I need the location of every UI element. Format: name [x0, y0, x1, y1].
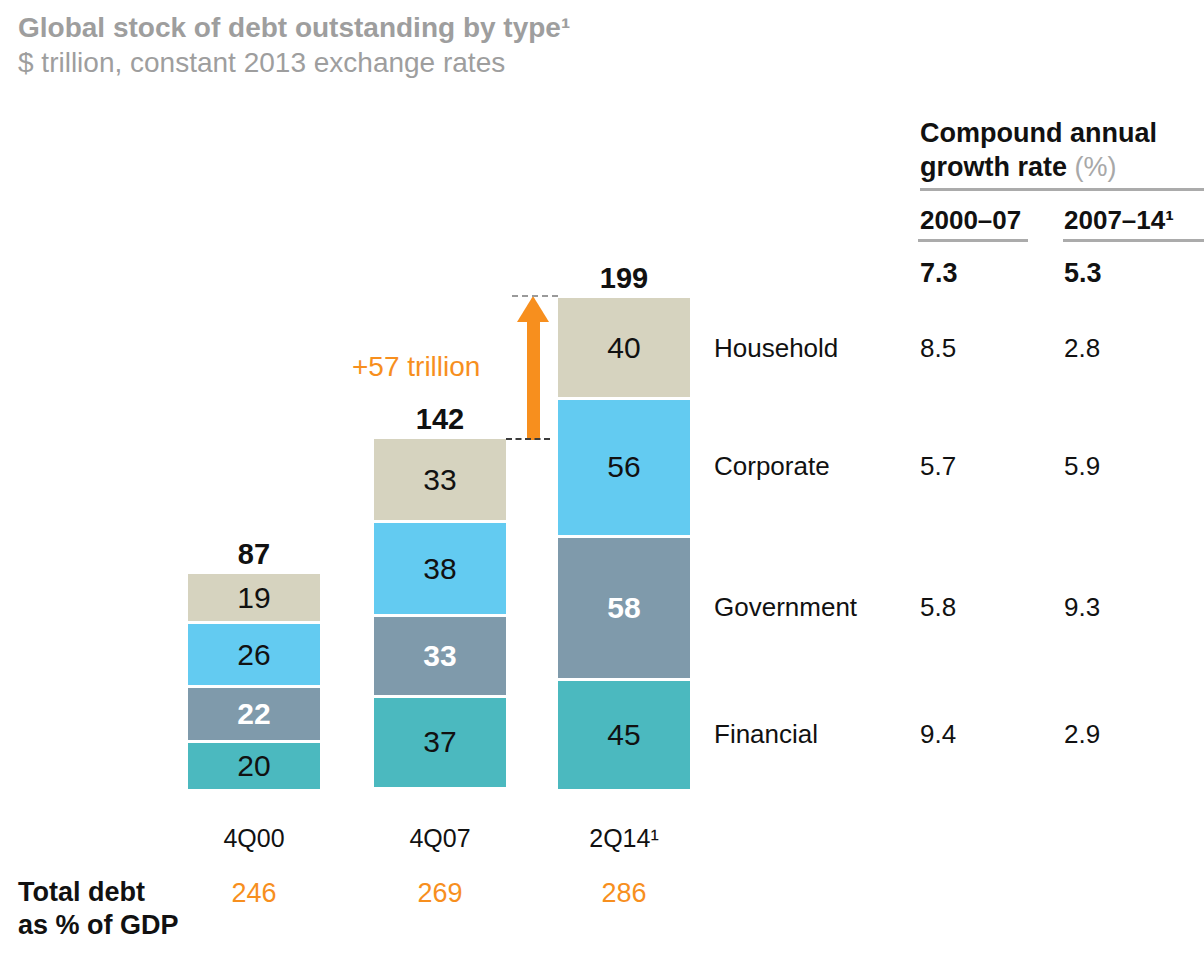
cagr-2000-07-household: 8.5 — [920, 332, 956, 364]
bar-total-label: 199 — [558, 262, 690, 295]
bar-segment-household: 40 — [558, 298, 690, 397]
cagr-2007-14-corporate: 5.9 — [1064, 450, 1100, 482]
cagr-column-2000-07: 2000–07 — [920, 205, 1021, 236]
cagr-2000-07-government: 5.8 — [920, 591, 956, 623]
cagr-total-2000-07: 7.3 — [920, 258, 958, 289]
bar-segment-financial: 37 — [374, 695, 506, 786]
total-debt-gdp-value: 269 — [374, 878, 506, 909]
cagr-2007-14-government: 9.3 — [1064, 591, 1100, 623]
axis-label: 4Q00 — [188, 824, 320, 853]
total-debt-gdp-value: 246 — [188, 878, 320, 909]
cagr-total-2007-14: 5.3 — [1064, 258, 1102, 289]
stacked-bar: 33383337 — [374, 439, 506, 789]
stacked-bar: 19262220 — [188, 574, 320, 789]
bar-segment-corporate: 38 — [374, 520, 506, 614]
total-debt-gdp-label-line2: as % of GDP — [18, 909, 179, 942]
up-arrow-body — [527, 319, 540, 440]
total-debt-gdp-label-line1: Total debt — [18, 876, 179, 909]
cagr-header-rule — [920, 188, 1204, 191]
bar-segment-household: 19 — [188, 574, 320, 621]
series-label-financial: Financial — [714, 718, 818, 750]
cagr-column2-underline — [1063, 239, 1204, 242]
chart-title: Global stock of debt outstanding by type… — [18, 12, 570, 44]
bar-segment-corporate: 26 — [188, 621, 320, 685]
bar-segment-financial: 45 — [558, 678, 690, 789]
bar-segment-government: 22 — [188, 685, 320, 739]
increase-annotation: +57 trillion — [352, 351, 480, 383]
cagr-panel-title: Compound annual growth rate (%) — [920, 116, 1182, 184]
stacked-bar: 40565845 — [558, 298, 690, 789]
total-debt-gdp-value: 286 — [558, 878, 690, 909]
bar-segment-financial: 20 — [188, 740, 320, 789]
bar-total-label: 87 — [188, 538, 320, 571]
cagr-2007-14-household: 2.8 — [1064, 332, 1100, 364]
axis-label: 4Q07 — [374, 824, 506, 853]
cagr-column-2007-14: 2007–14¹ — [1064, 205, 1174, 236]
bar-segment-corporate: 56 — [558, 397, 690, 535]
series-label-household: Household — [714, 332, 838, 364]
cagr-column1-underline — [918, 239, 1028, 242]
dashed-leader-bottom — [506, 438, 550, 440]
cagr-title-unit: (%) — [1075, 152, 1117, 182]
bar-segment-household: 33 — [374, 439, 506, 520]
dashed-leader-top — [512, 295, 558, 297]
cagr-2000-07-financial: 9.4 — [920, 718, 956, 750]
chart-subtitle: $ trillion, constant 2013 exchange rates — [18, 47, 505, 79]
bar-total-label: 142 — [374, 403, 506, 436]
cagr-2007-14-financial: 2.9 — [1064, 718, 1100, 750]
cagr-2000-07-corporate: 5.7 — [920, 450, 956, 482]
series-label-government: Government — [714, 591, 857, 623]
cagr-title-text: Compound annual growth rate — [920, 118, 1157, 182]
bar-segment-government: 58 — [558, 535, 690, 678]
axis-label: 2Q14¹ — [558, 824, 690, 853]
total-debt-gdp-label: Total debt as % of GDP — [18, 876, 179, 942]
bar-segment-government: 33 — [374, 614, 506, 695]
series-label-corporate: Corporate — [714, 450, 830, 482]
